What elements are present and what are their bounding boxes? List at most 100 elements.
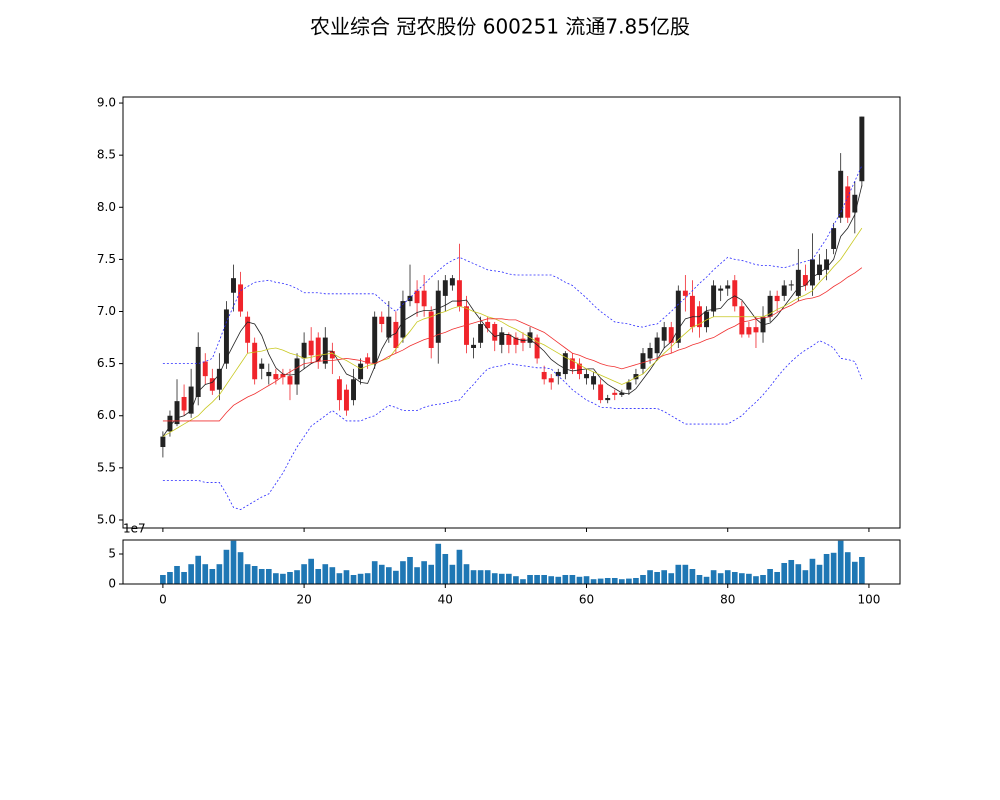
candle-body	[343, 389, 349, 411]
volume-bar	[689, 568, 696, 584]
volume-bar	[788, 559, 795, 584]
volume-bar	[449, 564, 456, 584]
candle-body	[689, 295, 695, 328]
volume-bar	[520, 579, 526, 584]
volume-bar	[731, 571, 738, 584]
candle-body	[824, 259, 830, 270]
volume-bar	[273, 573, 279, 584]
volume-bar	[470, 570, 477, 584]
candle-body	[386, 316, 392, 338]
candle-body	[266, 371, 272, 377]
volume-bar	[618, 579, 625, 584]
volume-bar	[167, 571, 173, 584]
candle-body	[464, 306, 469, 345]
volume-bar	[668, 573, 675, 584]
candle-body	[174, 401, 180, 425]
volume-bar	[654, 571, 660, 584]
candle-body	[393, 321, 399, 348]
volume-bar	[703, 576, 710, 584]
candle-body	[428, 311, 434, 348]
candle-body	[541, 371, 547, 380]
chart-title: 农业综合 冠农股份 600251 流通7.85亿股	[310, 15, 690, 39]
candle-body	[315, 337, 321, 362]
volume-bar	[308, 558, 314, 584]
volume-bar	[774, 571, 780, 584]
volume-bar	[851, 561, 858, 584]
candle-body	[612, 392, 618, 395]
candle-body	[181, 396, 187, 411]
candle-body	[231, 278, 236, 293]
volume-bar	[647, 570, 653, 584]
candle-body	[767, 295, 773, 317]
candle-body	[308, 340, 314, 356]
volume-bar	[541, 574, 547, 584]
volume-bar	[746, 573, 752, 584]
candle-body	[548, 378, 554, 383]
volume-bar	[251, 565, 258, 584]
volume-bar	[830, 552, 837, 584]
candle-body	[838, 170, 844, 218]
volume-bar	[562, 574, 569, 584]
volume-bar	[188, 564, 194, 584]
candle-body	[238, 284, 244, 312]
candle-body	[626, 382, 632, 390]
candle-body	[795, 269, 801, 296]
candle-body	[562, 353, 568, 375]
volume-bar	[477, 570, 484, 584]
volume-bar	[823, 553, 830, 584]
y-tick-label: 9.0	[97, 96, 116, 110]
y-tick-label: 6.0	[97, 408, 116, 422]
candle-body	[216, 368, 222, 390]
y-tick-label: 5	[108, 546, 116, 560]
line-series	[162, 165, 863, 365]
candle-body	[202, 361, 208, 377]
volume-bar	[498, 573, 505, 584]
x-tick-label: 40	[438, 593, 453, 607]
candle-body	[725, 285, 731, 289]
volume-bar	[322, 564, 329, 584]
candle-body	[252, 342, 258, 380]
volume-bar	[816, 564, 823, 584]
volume-bar	[329, 567, 336, 584]
volume-bar	[230, 540, 237, 584]
candle-body	[718, 288, 724, 291]
candle-body	[449, 278, 455, 286]
volume-bar	[442, 553, 449, 584]
candle-body	[245, 316, 251, 343]
volume-bar	[209, 568, 216, 584]
y-tick-label: 8.0	[97, 200, 116, 214]
candle-body	[301, 342, 307, 359]
y-tick-label: 5.0	[97, 512, 116, 526]
volume-bar	[555, 576, 562, 584]
candle-body	[605, 398, 611, 401]
candle-body	[584, 374, 589, 379]
volume-bar	[287, 571, 293, 584]
volume-bar	[513, 576, 519, 584]
candle-body	[619, 392, 625, 395]
volume-bar	[633, 577, 639, 584]
volume-bar	[202, 564, 209, 584]
candle-body	[414, 290, 420, 304]
candle-body	[788, 284, 794, 286]
y-tick-label: 6.5	[97, 356, 116, 370]
volume-bar	[223, 549, 230, 584]
volume-bar	[181, 571, 187, 584]
x-tick-label: 0	[159, 593, 167, 607]
candle-body	[492, 324, 498, 341]
candle-body	[859, 116, 865, 182]
volume-bar	[315, 568, 322, 584]
candle-body	[358, 363, 364, 380]
line-series	[162, 185, 863, 437]
volume-bar	[569, 574, 576, 584]
volume-bar	[357, 573, 364, 584]
volume-bar	[280, 573, 286, 584]
volume-bar	[611, 577, 618, 584]
x-tick-label: 100	[857, 593, 880, 607]
volume-bar	[456, 549, 463, 584]
volume-bar	[626, 578, 632, 584]
candle-body	[421, 290, 427, 307]
volume-bar	[682, 564, 689, 584]
volume-bar	[583, 576, 590, 584]
volume-bar	[258, 568, 265, 584]
